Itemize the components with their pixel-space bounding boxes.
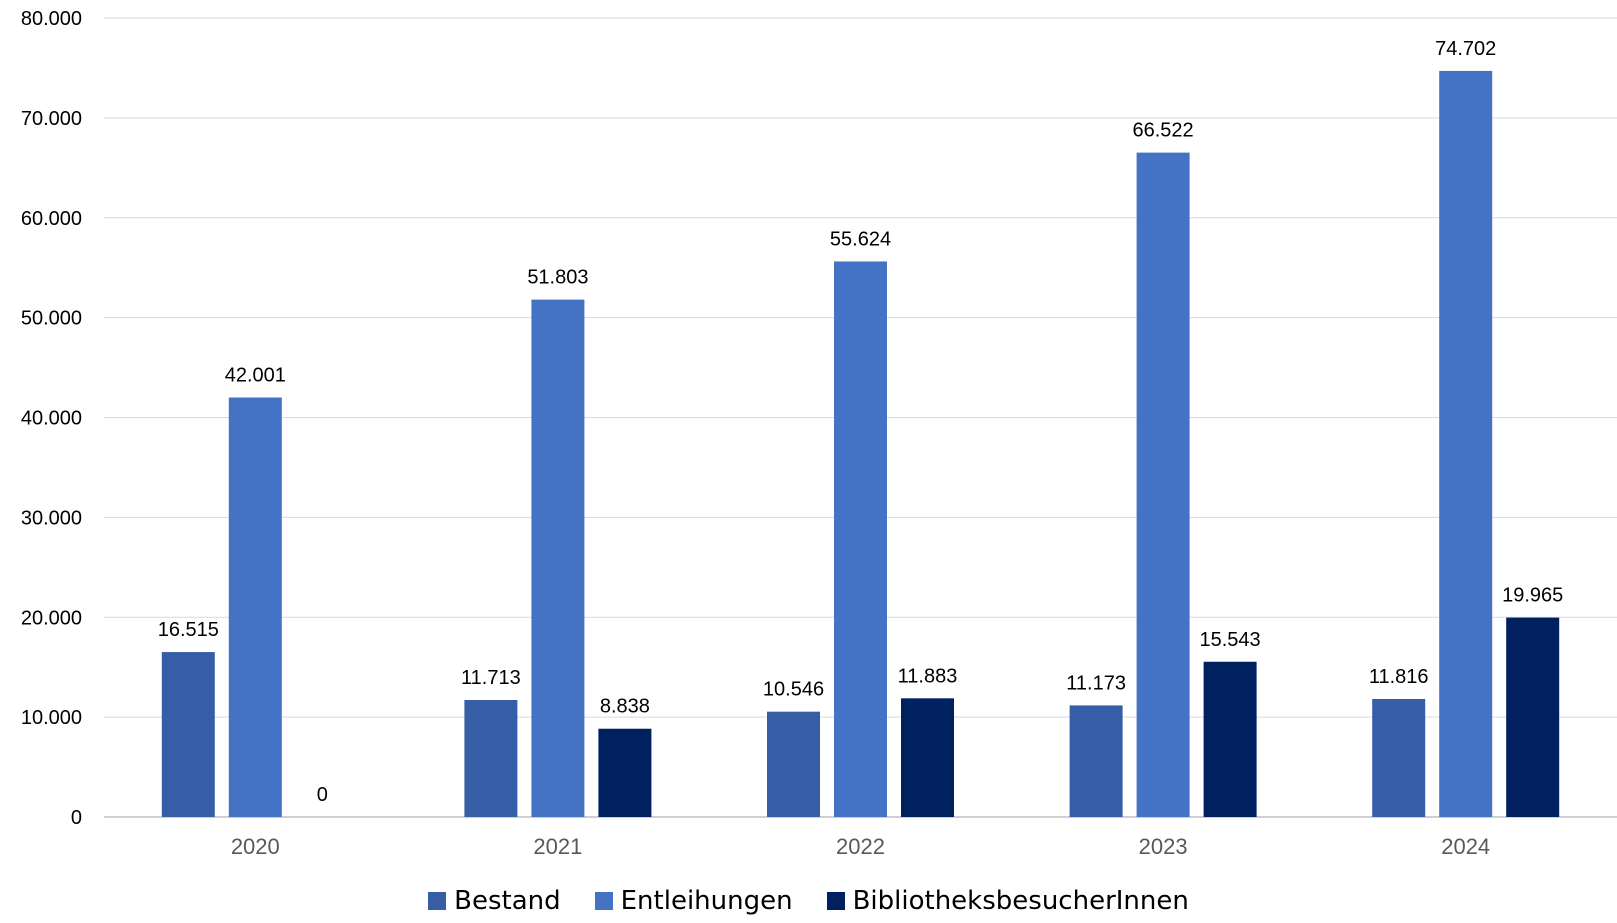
bar: [1203, 661, 1257, 817]
legend-label: Entleihungen: [620, 886, 793, 916]
x-axis-tick-labels: 2020 2021 2022 2023 2024: [231, 834, 1490, 859]
bar: [1136, 152, 1190, 818]
legend-swatch: [594, 892, 613, 910]
data-label: 55.624: [830, 228, 891, 250]
data-label: 15.543: [1200, 629, 1261, 651]
y-tick-label: 30.000: [21, 507, 82, 529]
y-tick-label: 10.000: [21, 707, 82, 729]
data-label: 11.816: [1369, 666, 1429, 688]
legend-swatch: [428, 892, 447, 910]
bar: [161, 652, 215, 817]
bar: [1372, 698, 1426, 817]
bar: [1506, 617, 1560, 817]
legend-item: BibliotheksbesucherInnen: [826, 886, 1189, 916]
data-label: 11.173: [1066, 672, 1126, 694]
bar: [531, 299, 585, 817]
bar: [901, 698, 954, 817]
y-tick-label: 70.000: [21, 108, 82, 130]
data-label: 11.713: [461, 667, 521, 689]
data-label: 16.515: [158, 619, 219, 641]
y-tick-label: 0: [71, 807, 82, 829]
x-tick-label: 2023: [1139, 834, 1188, 859]
y-tick-label: 20.000: [21, 607, 82, 629]
bar: [1069, 705, 1123, 817]
legend-label: Bestand: [454, 886, 561, 916]
data-labels: 16.515 42.001 0 11.713 51.803 8.838 10.546 55.6…: [158, 38, 1564, 806]
bar: [834, 261, 887, 817]
x-tick-label: 2024: [1441, 834, 1490, 859]
y-tick-label: 50.000: [21, 308, 82, 330]
legend-item: Entleihungen: [594, 886, 793, 916]
bar: [228, 397, 282, 817]
bar: [1439, 70, 1493, 818]
bars: [161, 70, 1560, 818]
data-label: 66.522: [1133, 120, 1194, 142]
bar: [767, 711, 820, 817]
data-label: 74.702: [1435, 38, 1496, 60]
y-tick-label: 40.000: [21, 408, 82, 430]
data-label: 42.001: [225, 365, 286, 387]
data-label: 51.803: [527, 267, 588, 289]
y-tick-label: 60.000: [21, 208, 82, 230]
y-axis-tick-labels: 0 10.000 20.000 30.000 40.000 50.000 60.000 70.…: [21, 8, 82, 829]
x-tick-label: 2020: [231, 834, 280, 859]
legend-item: Bestand: [428, 886, 561, 916]
bar: [598, 728, 652, 817]
x-tick-label: 2022: [836, 834, 885, 859]
data-label: 11.883: [898, 665, 958, 687]
data-label: 8.838: [600, 696, 650, 718]
chart-legend: Bestand Entleihungen BibliotheksbesucherIn…: [0, 886, 1617, 916]
legend-label: BibliotheksbesucherInnen: [852, 886, 1189, 916]
data-label: 10.546: [763, 679, 824, 701]
y-tick-label: 80.000: [21, 8, 82, 30]
bar: [464, 700, 518, 817]
data-label: 0: [317, 784, 328, 806]
legend-swatch: [826, 892, 845, 910]
x-tick-label: 2021: [533, 834, 582, 859]
data-label: 19.965: [1502, 585, 1563, 607]
